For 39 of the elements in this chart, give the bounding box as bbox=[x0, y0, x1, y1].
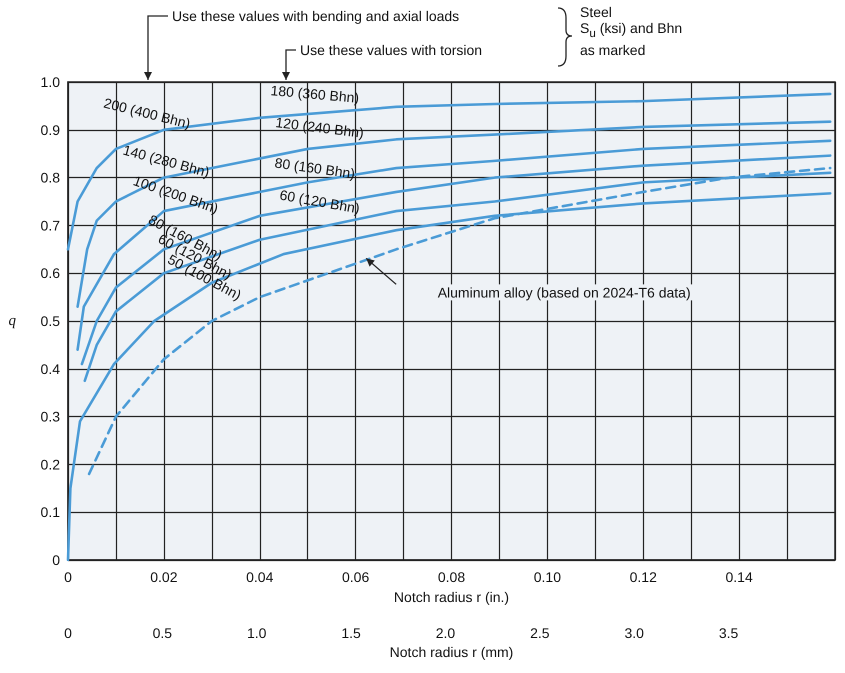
annotation: 180 (360 Bhn) bbox=[270, 82, 360, 106]
x2-tick-label: 3.0 bbox=[624, 625, 644, 641]
text: Steel S$_{u}$ (ksi) and Bhn as marked bbox=[580, 4, 682, 58]
x2-tick-label: 0.5 bbox=[152, 625, 172, 641]
y-tick-label: 0.9 bbox=[40, 122, 60, 138]
y-tick-label: 1.0 bbox=[40, 74, 60, 90]
y-tick-label: 0.5 bbox=[40, 313, 60, 329]
text: Use these values with bending and axial loads bbox=[172, 8, 460, 24]
annotation: 120 (240 Bhn) bbox=[274, 114, 365, 141]
y-tick-label: 0.4 bbox=[40, 360, 60, 377]
x2-tick-label: 2.0 bbox=[436, 625, 456, 641]
x2-tick-label: 1.5 bbox=[341, 625, 362, 641]
x-tick-label: 0.14 bbox=[726, 569, 753, 585]
y-tick-label: 0.8 bbox=[40, 170, 60, 186]
annotation: Aluminum alloy (based on 2024-T6 data) bbox=[438, 284, 691, 300]
x2-axis-title: Notch radius r (mm) bbox=[390, 644, 514, 660]
y-tick-label: 0.6 bbox=[40, 265, 60, 282]
y-tick-label: 0.7 bbox=[40, 217, 60, 234]
annotation: 80 (160 Bhn) bbox=[274, 154, 356, 182]
y-tick-label: 0.3 bbox=[40, 408, 60, 425]
x-axis-title: Notch radius r (in.) bbox=[394, 589, 510, 605]
x2-tick-label: 0 bbox=[64, 625, 72, 641]
x-tick-label: 0.06 bbox=[342, 569, 370, 585]
x2-tick-label: 1.0 bbox=[246, 625, 267, 641]
y-axis-title: q bbox=[8, 313, 16, 329]
x-tick-label: 0.10 bbox=[534, 569, 562, 585]
annotation: 60 (120 Bhn) bbox=[278, 186, 361, 216]
x2-tick-label: 2.5 bbox=[530, 625, 550, 641]
annotation: 200 (400 Bhn) bbox=[102, 94, 192, 132]
y-tick-label: 0.1 bbox=[40, 504, 60, 520]
y-tick-label: 0 bbox=[52, 552, 60, 568]
x2-tick-label: 3.5 bbox=[718, 625, 738, 641]
x-tick-label: 0.04 bbox=[246, 569, 274, 585]
y-tick-label: 0.2 bbox=[40, 456, 60, 472]
x-tick-label: 0 bbox=[64, 569, 72, 585]
x-tick-label: 0.08 bbox=[438, 569, 466, 585]
text: Use these values with torsion bbox=[300, 42, 482, 58]
x-tick-label: 0.12 bbox=[630, 569, 658, 585]
x-tick-label: 0.02 bbox=[150, 569, 178, 585]
